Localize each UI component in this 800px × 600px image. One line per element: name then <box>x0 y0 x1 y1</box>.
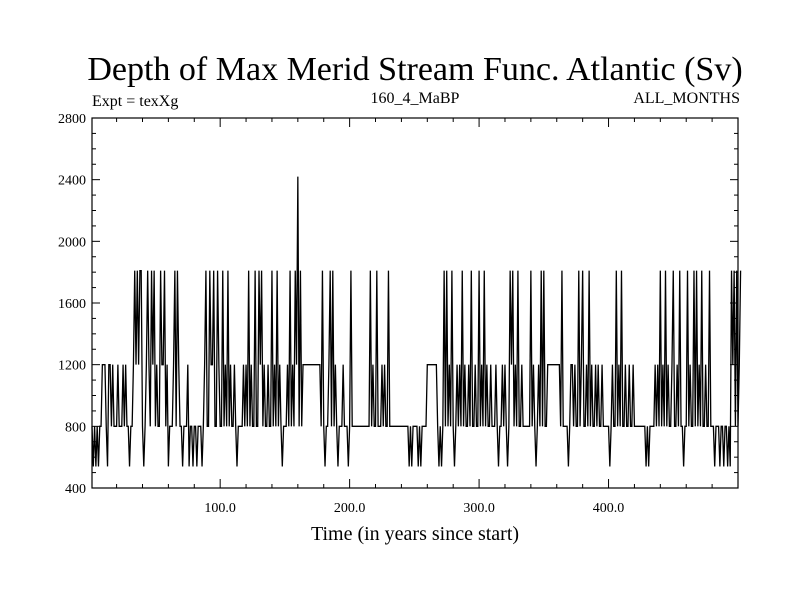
y-tick-label: 2000 <box>58 235 86 250</box>
x-tick-label: 100.0 <box>204 501 236 516</box>
series-line-depth <box>91 176 742 467</box>
x-tick-label: 200.0 <box>334 501 366 516</box>
x-axis-label: Time (in years since start) <box>311 523 519 545</box>
y-tick-label: 400 <box>65 482 86 497</box>
months-label: ALL_MONTHS <box>633 90 740 107</box>
y-tick-label: 2800 <box>58 112 86 127</box>
y-tick-label: 1200 <box>58 359 86 374</box>
y-tick-label: 2400 <box>58 174 86 189</box>
x-tick-label: 300.0 <box>463 501 495 516</box>
x-tick-label: 400.0 <box>593 501 625 516</box>
y-axis: 400 800 1200 1600 2000 2400 2800 <box>58 112 738 497</box>
chart-title: Depth of Max Merid Stream Func. Atlantic… <box>87 51 742 88</box>
period-label: 160_4_MaBP <box>371 90 460 107</box>
y-tick-label: 1600 <box>58 297 86 312</box>
y-tick-label: 800 <box>65 420 86 435</box>
x-axis: 100.0 200.0 300.0 400.0 <box>204 118 624 516</box>
experiment-label: Expt = texXg <box>92 93 178 110</box>
